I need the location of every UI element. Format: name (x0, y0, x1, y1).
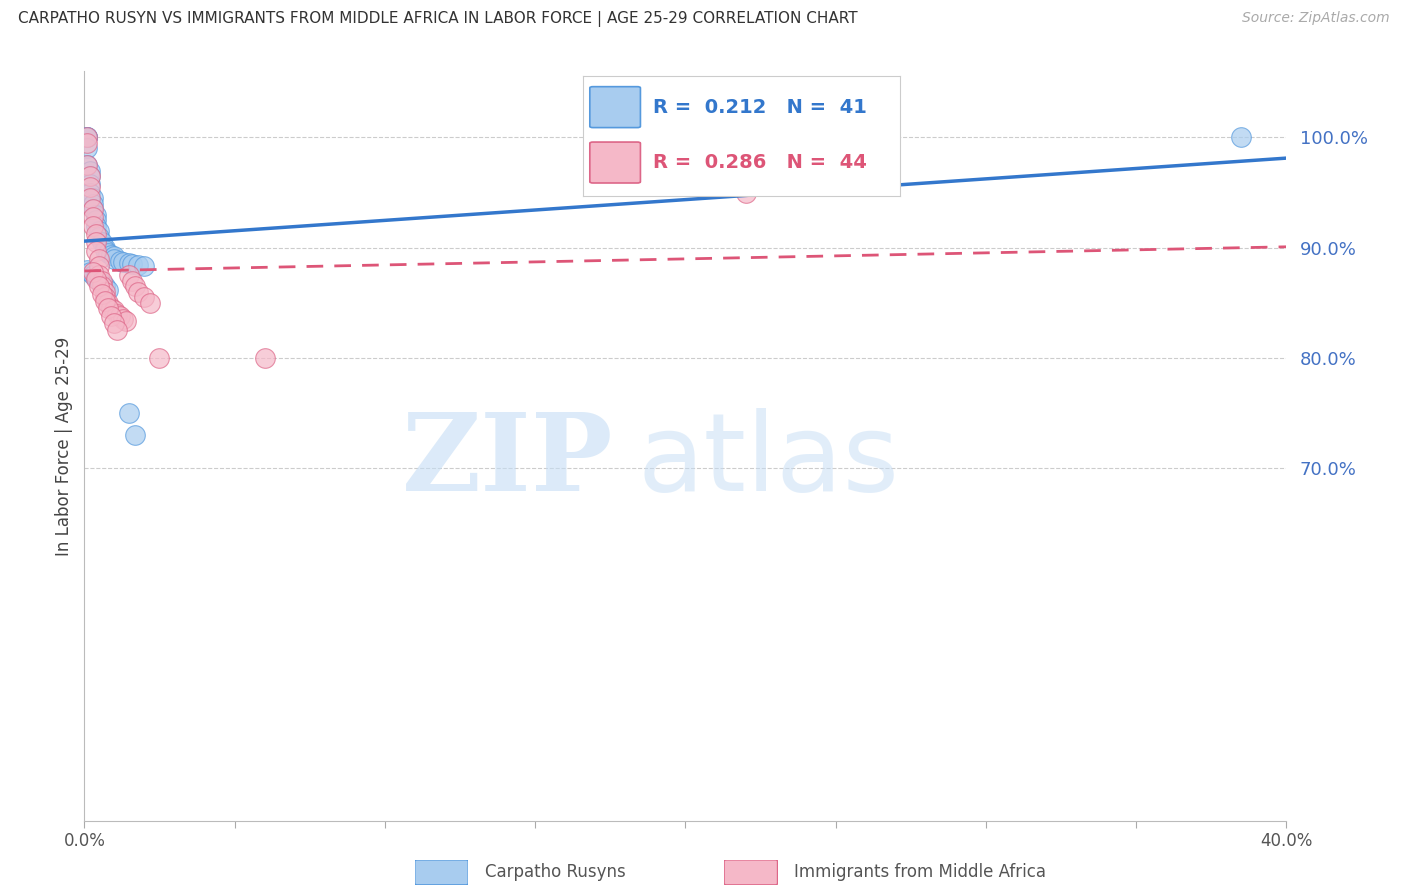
Point (91, 235, 114, 249)
Point (253, 351, 276, 365)
Point (107, 307, 129, 321)
Point (86, 227, 108, 242)
Point (76, 158, 98, 172)
Text: atlas: atlas (637, 408, 900, 514)
Point (86, 244, 108, 258)
Point (94, 293, 117, 308)
Point (124, 279, 146, 293)
Y-axis label: In Labor Force | Age 25-29: In Labor Force | Age 25-29 (55, 336, 73, 556)
Point (112, 312, 135, 326)
Point (110, 253, 132, 268)
Point (91, 287, 114, 301)
Point (76, 262, 98, 277)
FancyBboxPatch shape (591, 87, 641, 128)
Point (121, 274, 143, 288)
Text: ZIP: ZIP (402, 408, 613, 514)
Point (79, 169, 101, 183)
Point (89, 260, 111, 274)
Point (76, 130, 98, 145)
FancyBboxPatch shape (415, 860, 468, 885)
Text: Source: ZipAtlas.com: Source: ZipAtlas.com (1241, 11, 1389, 25)
Point (100, 301, 122, 316)
Point (76, 136, 98, 150)
Point (115, 314, 138, 328)
Point (89, 229, 111, 244)
Point (89, 252, 111, 266)
Point (79, 180, 101, 194)
Point (139, 295, 162, 310)
Point (94, 279, 117, 293)
Point (91, 274, 114, 288)
Point (134, 290, 156, 304)
Point (86, 208, 108, 222)
Point (734, 186, 756, 200)
Point (89, 224, 111, 238)
Point (82, 210, 104, 224)
Point (76, 158, 98, 172)
Point (89, 268, 111, 283)
Point (79, 163, 101, 178)
Point (103, 252, 125, 266)
Point (82, 202, 104, 216)
Point (82, 202, 104, 216)
Point (97, 283, 120, 297)
Point (97, 301, 120, 316)
Point (97, 246, 120, 260)
Point (100, 309, 122, 323)
Point (82, 265, 104, 279)
Point (103, 316, 125, 330)
Point (103, 303, 125, 318)
Point (94, 290, 117, 304)
Point (82, 196, 104, 211)
Point (127, 285, 149, 299)
Text: CARPATHO RUSYN VS IMMIGRANTS FROM MIDDLE AFRICA IN LABOR FORCE | AGE 25-29 CORRE: CARPATHO RUSYN VS IMMIGRANTS FROM MIDDLE… (18, 11, 858, 27)
Point (82, 191, 104, 205)
Point (76, 130, 98, 145)
Point (86, 270, 108, 285)
Point (118, 256, 141, 270)
Point (94, 285, 117, 299)
Point (86, 213, 108, 227)
Point (112, 255, 135, 269)
Point (79, 177, 101, 191)
FancyBboxPatch shape (724, 860, 778, 885)
Text: Carpatho Rusyns: Carpatho Rusyns (485, 863, 626, 881)
Point (110, 309, 132, 323)
FancyBboxPatch shape (591, 142, 641, 183)
Point (79, 265, 101, 279)
Point (103, 250, 125, 264)
Point (79, 191, 101, 205)
Point (89, 279, 111, 293)
Point (89, 274, 111, 288)
Point (100, 248, 122, 262)
Point (1230, 130, 1253, 145)
Point (76, 130, 98, 145)
Point (94, 243, 117, 257)
Point (121, 257, 143, 271)
Text: Immigrants from Middle Africa: Immigrants from Middle Africa (794, 863, 1046, 881)
Point (94, 241, 117, 255)
Text: R =  0.286   N =  44: R = 0.286 N = 44 (652, 153, 868, 172)
Point (118, 406, 141, 420)
Point (76, 130, 98, 145)
Point (86, 219, 108, 233)
Point (118, 268, 141, 283)
Point (86, 235, 108, 249)
Point (82, 268, 104, 283)
Text: R =  0.212   N =  41: R = 0.212 N = 41 (652, 97, 868, 117)
Point (127, 258, 149, 272)
Point (82, 219, 104, 233)
Point (79, 169, 101, 183)
Point (148, 351, 170, 365)
Point (91, 276, 114, 290)
Point (76, 141, 98, 155)
Point (91, 279, 114, 293)
Point (107, 323, 129, 337)
Point (97, 295, 120, 310)
Point (79, 186, 101, 200)
Point (124, 428, 146, 442)
Point (134, 260, 156, 274)
Point (86, 271, 108, 285)
